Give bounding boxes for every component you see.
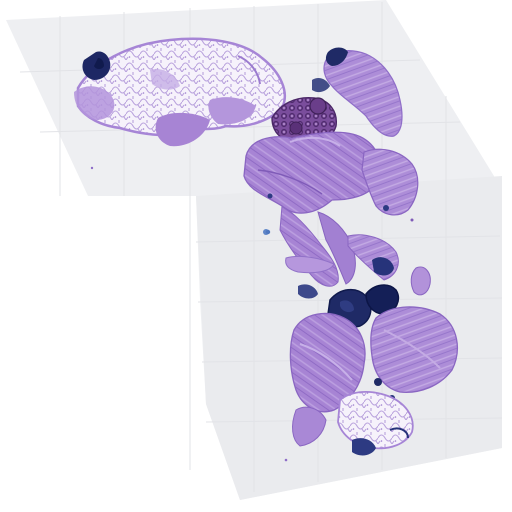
tissue-specks xyxy=(90,166,414,462)
tissue-lobe-top-right xyxy=(312,47,403,137)
muscle-bundle-upper xyxy=(243,131,419,216)
adipose-tissue-bottom xyxy=(337,391,414,456)
dense-nuclear-cluster xyxy=(298,257,400,328)
muscle-bundle-lower-right xyxy=(370,266,458,401)
adipose-tissue-top xyxy=(74,37,287,147)
muscle-bundle-lower-left xyxy=(289,312,366,447)
